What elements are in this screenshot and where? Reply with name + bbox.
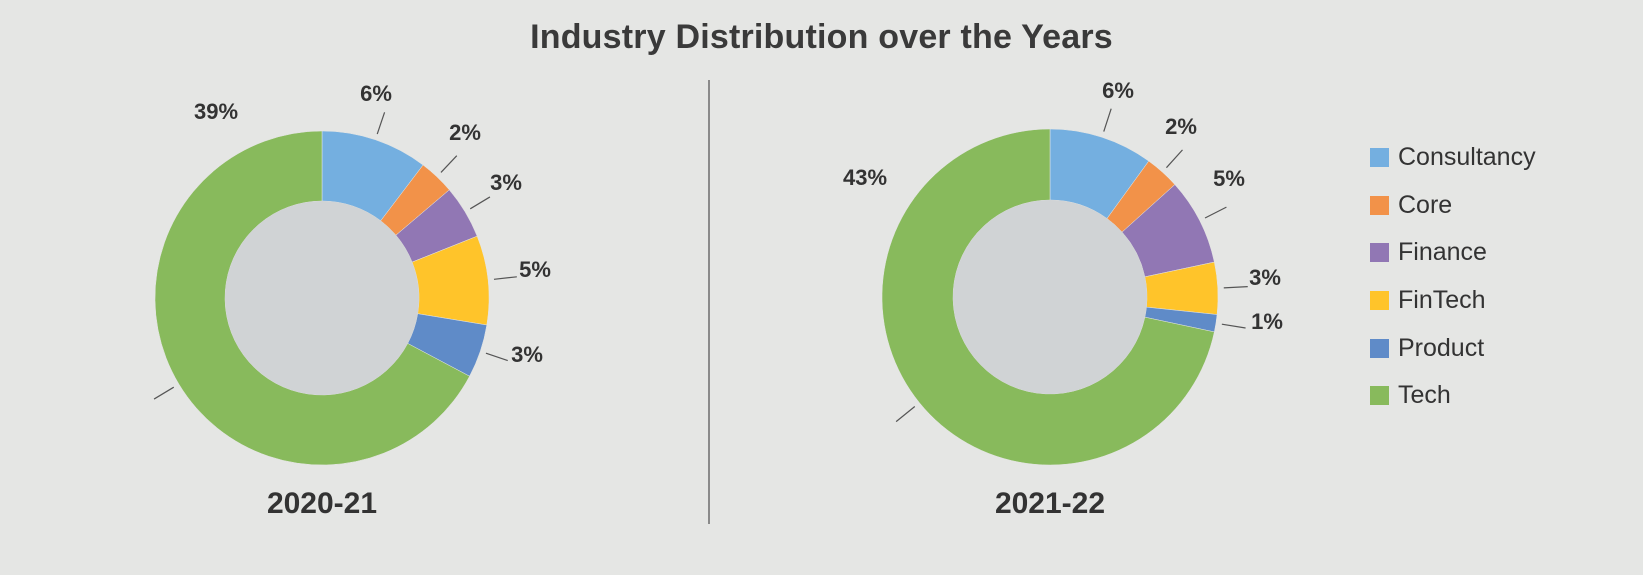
legend: Consultancy Core Finance FinTech Product…: [1370, 134, 1536, 420]
legend-swatch-product: [1370, 338, 1389, 358]
legend-swatch-tech: [1370, 386, 1389, 406]
leader-line-tech-1: [153, 386, 175, 400]
legend-swatch-fintech: [1370, 291, 1389, 311]
leader-line-consultancy-1: [376, 112, 386, 135]
slice-label-tech-1: 39%: [194, 99, 238, 124]
leader-line-consultancy-2: [1103, 108, 1112, 132]
legend-label-fintech: FinTech: [1398, 286, 1486, 315]
slice-label-consultancy-1: 6%: [360, 81, 392, 106]
legend-swatch-consultancy: [1370, 148, 1389, 168]
legend-swatch-finance: [1370, 243, 1389, 263]
legend-item-consultancy: Consultancy: [1370, 134, 1536, 182]
leader-line-fintech-2: [1223, 286, 1248, 289]
legend-swatch-core: [1370, 195, 1389, 215]
legend-label-product: Product: [1398, 333, 1485, 362]
year-label-2: 2021-22: [995, 487, 1105, 520]
slice-label-product-2: 1%: [1251, 309, 1283, 334]
legend-item-core: Core: [1370, 182, 1536, 230]
slice-label-finance-2: 5%: [1213, 166, 1245, 191]
leader-line-product-2: [1221, 323, 1246, 329]
year-label-1: 2020-21: [267, 487, 377, 520]
leader-line-product-1: [485, 352, 508, 362]
donut-hole-2: [953, 200, 1147, 394]
slice-label-fintech-1: 5%: [519, 257, 551, 282]
chart-divider: [708, 80, 710, 524]
slice-label-consultancy-2: 6%: [1102, 78, 1134, 103]
donut-chart-1: 6% 2% 3% 5% 3% 39% 2020-21: [153, 81, 551, 520]
leader-line-core-2: [1165, 149, 1183, 169]
slice-label-core-1: 2%: [449, 120, 481, 145]
donut-chart-2: 6% 2% 5% 3% 1% 43% 2021-22: [843, 78, 1283, 520]
slice-label-fintech-2: 3%: [1249, 265, 1281, 290]
leader-line-finance-1: [469, 196, 491, 210]
legend-item-tech: Tech: [1370, 372, 1536, 420]
leader-line-core-1: [440, 155, 458, 173]
legend-label-finance: Finance: [1398, 238, 1487, 267]
legend-label-consultancy: Consultancy: [1398, 143, 1536, 172]
chart-title: Industry Distribution over the Years: [530, 18, 1113, 56]
leader-line-finance-2: [1204, 206, 1227, 219]
legend-item-finance: Finance: [1370, 229, 1536, 277]
leader-line-fintech-1: [493, 276, 517, 280]
slice-label-finance-1: 3%: [490, 170, 522, 195]
leader-line-tech-2: [895, 406, 916, 423]
slice-label-tech-2: 43%: [843, 165, 887, 190]
donut-hole-1: [225, 201, 419, 395]
slice-label-product-1: 3%: [511, 342, 543, 367]
legend-item-product: Product: [1370, 324, 1536, 372]
legend-item-fintech: FinTech: [1370, 277, 1536, 325]
legend-label-core: Core: [1398, 190, 1453, 219]
legend-label-tech: Tech: [1398, 381, 1451, 410]
slice-label-core-2: 2%: [1165, 114, 1197, 139]
